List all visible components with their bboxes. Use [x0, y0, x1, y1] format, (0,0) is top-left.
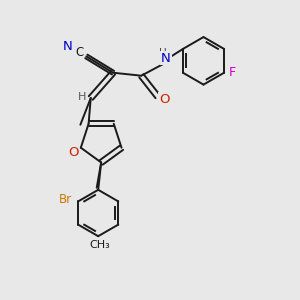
- Text: O: O: [68, 146, 79, 159]
- Text: H: H: [159, 48, 167, 58]
- Text: F: F: [229, 66, 236, 79]
- Text: CH₃: CH₃: [89, 239, 110, 250]
- Text: O: O: [159, 93, 169, 106]
- Text: Br: Br: [59, 194, 72, 206]
- Text: C: C: [76, 46, 84, 59]
- Text: N: N: [63, 40, 73, 53]
- Text: N: N: [161, 52, 171, 65]
- Text: H: H: [78, 92, 87, 101]
